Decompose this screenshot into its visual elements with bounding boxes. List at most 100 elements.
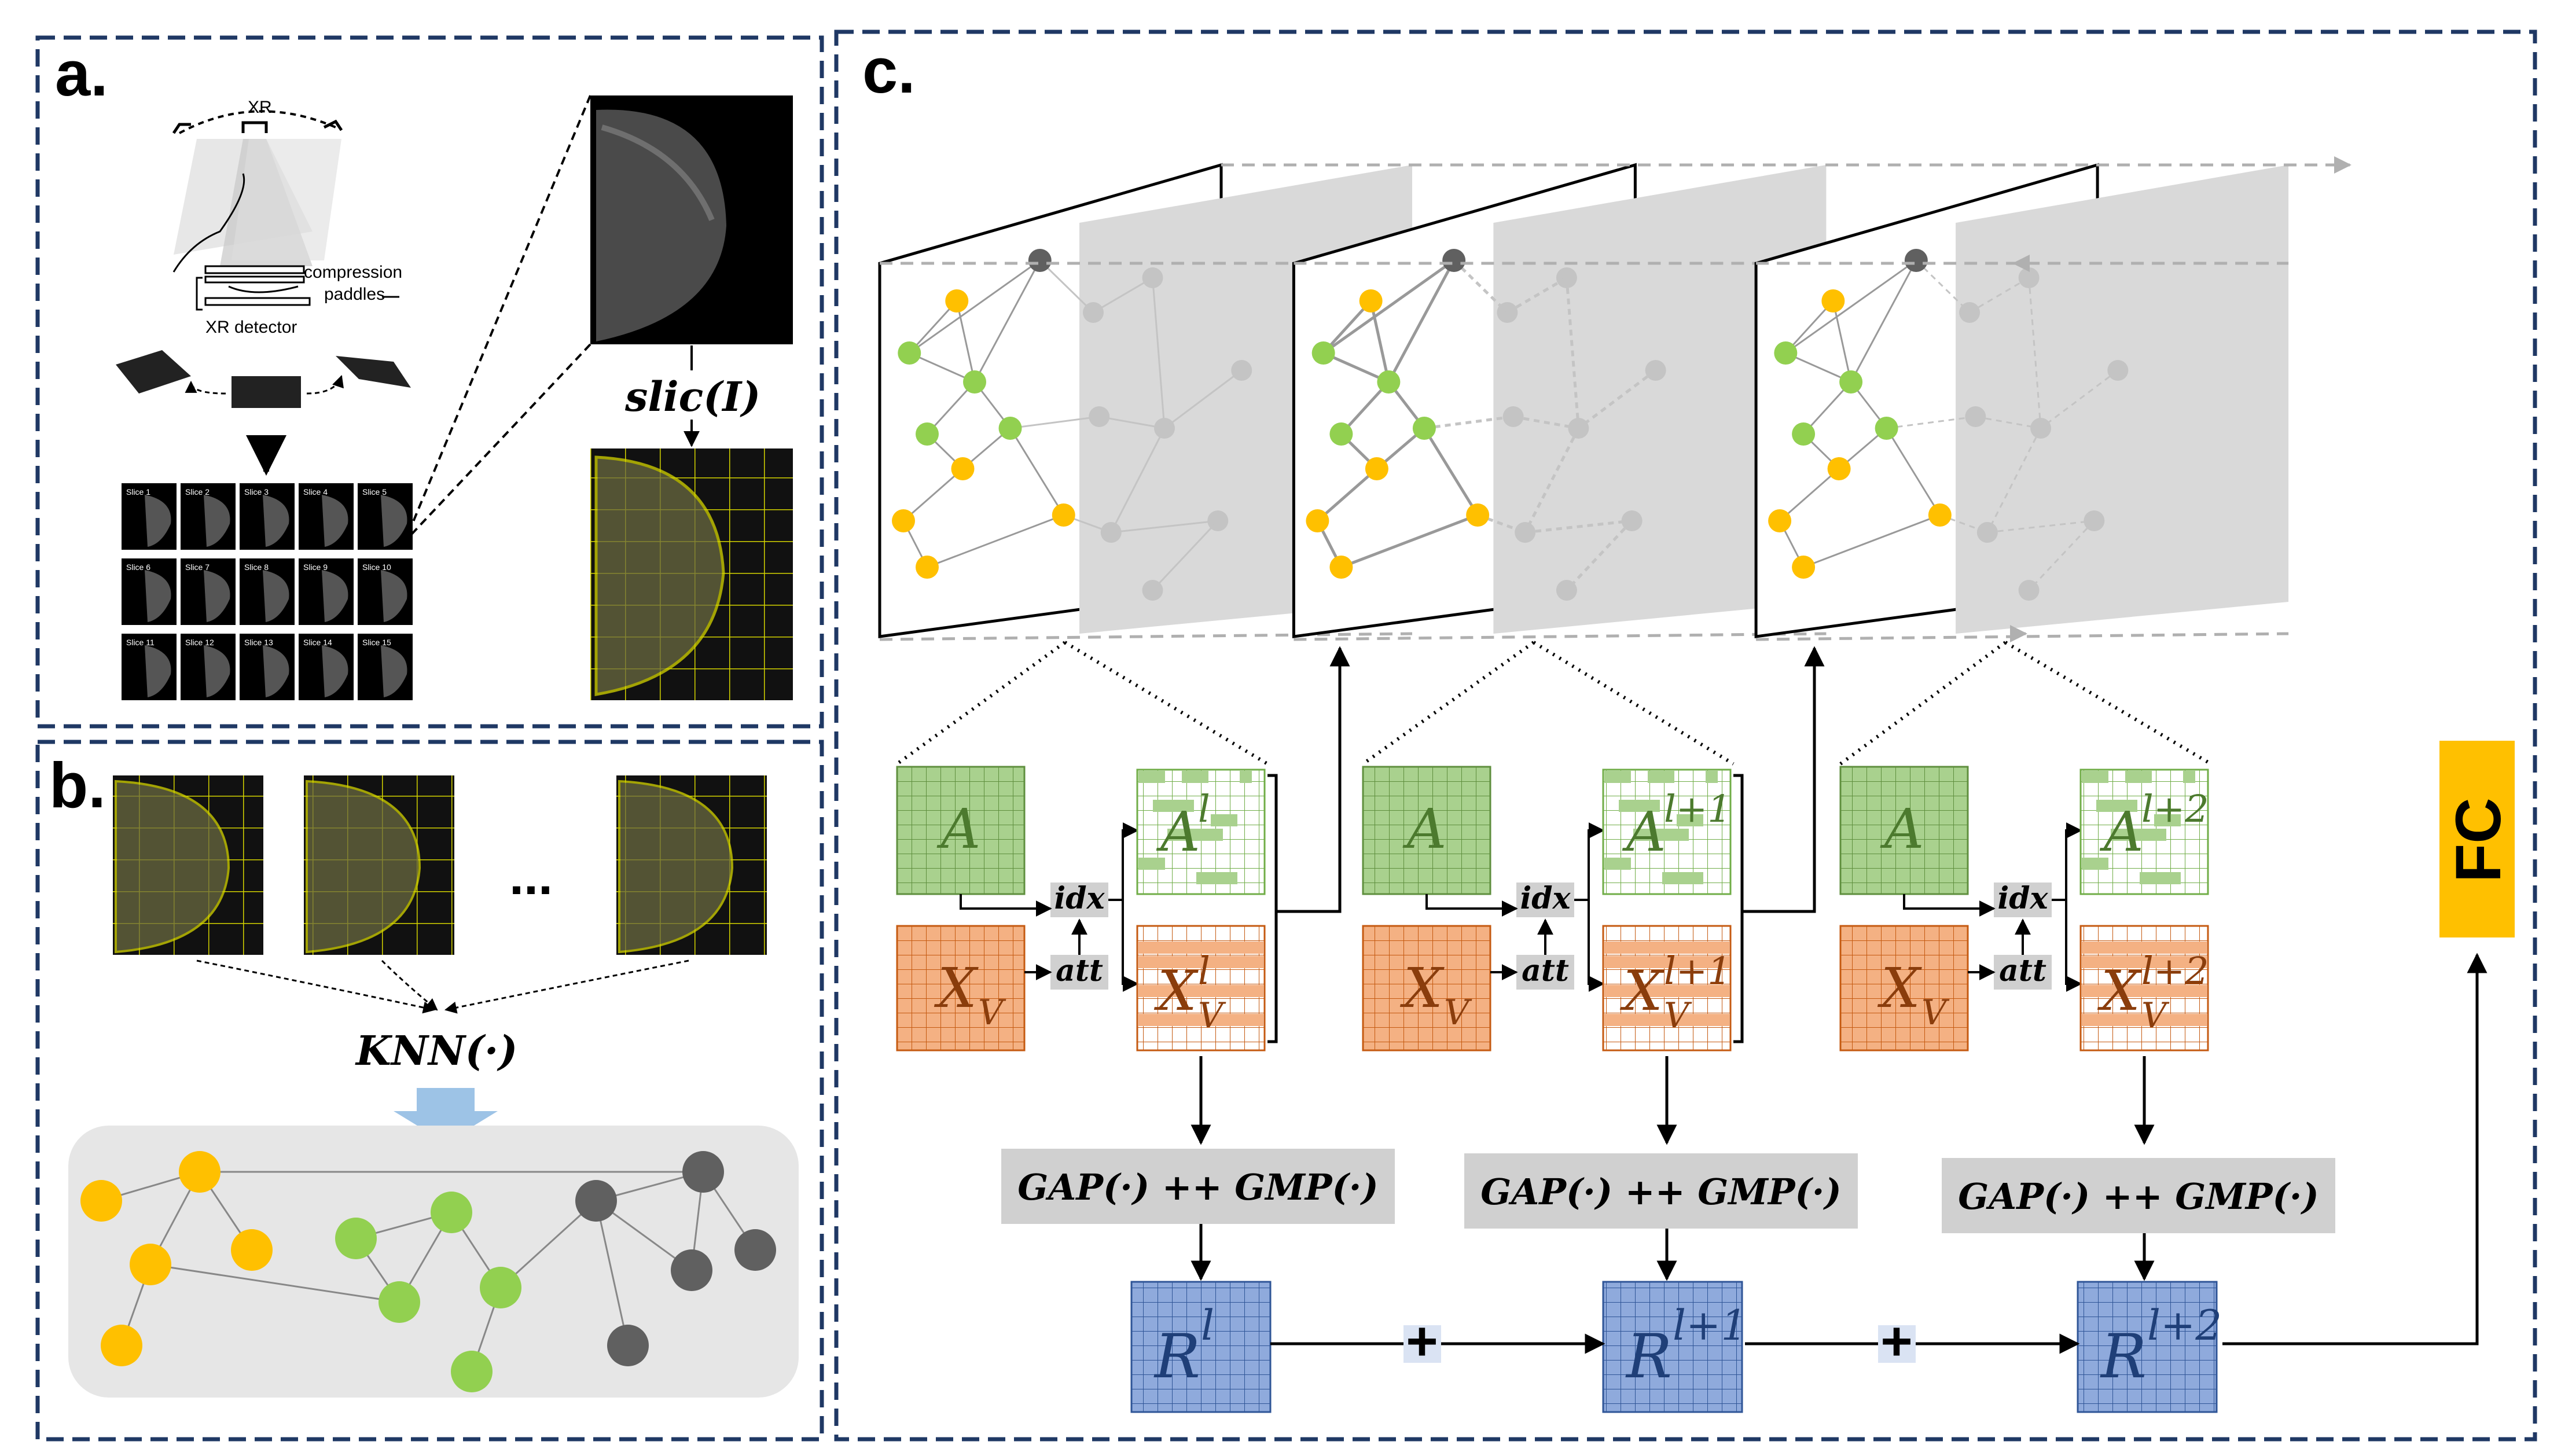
- projection-right: [336, 356, 411, 388]
- pooling-box: [1001, 1149, 1395, 1224]
- sparse-feature-subscript: V: [2141, 995, 2170, 1036]
- projection-left: [116, 350, 191, 394]
- green-node: [898, 341, 921, 365]
- pooling-label: GAP(·) ++ GMP(·): [1958, 1175, 2319, 1218]
- green-node: [1377, 370, 1401, 394]
- idx-label: idx: [1054, 881, 1105, 916]
- slice-label: Slice 5: [362, 487, 387, 497]
- green-node: [379, 1281, 420, 1323]
- gray-node: [671, 1249, 712, 1291]
- b-ellipsis: ...: [509, 848, 553, 906]
- green-node: [431, 1192, 472, 1233]
- knn-down-arrow: [394, 1088, 498, 1143]
- yellow-node: [945, 289, 969, 312]
- layer-shadow: [1956, 165, 2289, 634]
- yellow-node: [916, 556, 939, 579]
- readout-superscript: l+2: [2147, 1301, 2222, 1350]
- yellow-node: [130, 1244, 171, 1285]
- slice-label: Slice 3: [244, 487, 269, 497]
- green-node: [451, 1351, 493, 1392]
- sparse-adjacency-superscript: l+1: [1664, 788, 1732, 831]
- green-node: [1792, 422, 1816, 446]
- graph-layers: [878, 156, 2351, 642]
- green-node: [1875, 417, 1898, 440]
- adjacency-matrix: [1362, 766, 1491, 895]
- feature-subscript: V: [1921, 992, 1950, 1033]
- slice-label: Slice 1: [126, 487, 150, 497]
- slice-label: Slice 7: [185, 562, 210, 572]
- breast-shape: [596, 109, 726, 341]
- plus-box: [1878, 1325, 1916, 1363]
- pooling-label: GAP(·) ++ GMP(·): [1480, 1171, 1841, 1213]
- sparse-feature-superscript: l+1: [1664, 950, 1732, 993]
- green-node: [1311, 341, 1335, 365]
- slice-label: Slice 2: [185, 487, 210, 497]
- yellow-node: [1827, 457, 1851, 480]
- green-node: [916, 422, 939, 446]
- idx-label: idx: [1520, 881, 1571, 916]
- sparse-feature-subscript: V: [1198, 995, 1226, 1036]
- gray-node: [734, 1229, 776, 1271]
- green-node: [1839, 370, 1863, 394]
- panel-b-border: [35, 740, 824, 1442]
- green-node: [480, 1267, 521, 1308]
- gray-node: [1028, 249, 1052, 272]
- yellow-node: [892, 509, 915, 532]
- att-box: [1050, 955, 1108, 990]
- readout-matrix: [1602, 1281, 1743, 1413]
- yellow-node: [1329, 556, 1353, 579]
- feature-label: X: [934, 957, 979, 1020]
- gray-node: [682, 1151, 724, 1193]
- yellow-node: [1821, 289, 1845, 312]
- feature-subscript: V: [1444, 992, 1472, 1033]
- slice-label: Slice 8: [244, 562, 269, 572]
- plus-box: [1403, 1325, 1441, 1363]
- sparse-adjacency-label: A: [1622, 800, 1666, 864]
- feature-matrix: [1362, 925, 1491, 1051]
- pooling-box: [1942, 1158, 2335, 1233]
- fc-box: [2439, 741, 2515, 937]
- slice-label: Slice 4: [303, 487, 328, 497]
- yellow-node: [101, 1325, 142, 1366]
- gray-node: [575, 1180, 617, 1222]
- feature-label: X: [1399, 957, 1445, 1020]
- readout-matrix: [2077, 1281, 2218, 1413]
- yellow-node: [1466, 503, 1490, 527]
- readout-superscript: l+1: [1673, 1301, 1747, 1350]
- idx-box: [1994, 883, 2052, 917]
- sparse-adjacency-label: A: [1156, 800, 1200, 864]
- projection-center: [232, 376, 301, 408]
- xr-arc: [179, 110, 336, 134]
- adjacency-label: A: [936, 797, 981, 861]
- superpixel-slices: [113, 775, 767, 955]
- pooling-label: GAP(·) ++ GMP(·): [1017, 1166, 1378, 1208]
- green-node: [335, 1218, 377, 1259]
- panel-a-label: a.: [55, 38, 108, 109]
- yellow-node: [1052, 503, 1075, 527]
- slice-label: Slice 6: [126, 562, 150, 572]
- panel-c-border: [834, 30, 2537, 1442]
- pooling-box: [1464, 1153, 1858, 1229]
- slice-label: Slice 15: [362, 638, 391, 647]
- feature-matrix: [896, 925, 1026, 1051]
- adjacency-matrix: [896, 766, 1026, 895]
- readout-label: R: [1153, 1321, 1200, 1392]
- slice-label: Slice 13: [244, 638, 273, 647]
- knn-graph: [80, 1151, 776, 1392]
- att-box: [1516, 955, 1574, 990]
- yellow-node: [1928, 503, 1952, 527]
- att-box: [1994, 955, 2052, 990]
- yellow-node: [179, 1151, 221, 1193]
- green-node: [963, 370, 986, 394]
- slice-label: Slice 11: [126, 638, 155, 647]
- slice-label: Slice 9: [303, 562, 328, 572]
- panel-b-label: b.: [49, 750, 106, 821]
- sparse-feature-label: X: [1619, 959, 1665, 1023]
- sparse-feature-label: X: [2097, 959, 2142, 1023]
- gray-node: [1442, 249, 1466, 272]
- readout-label: R: [1625, 1321, 1672, 1392]
- yellow-node: [951, 457, 975, 480]
- slic-label: slic(I): [624, 373, 760, 421]
- readout-superscript: l: [1201, 1301, 1214, 1350]
